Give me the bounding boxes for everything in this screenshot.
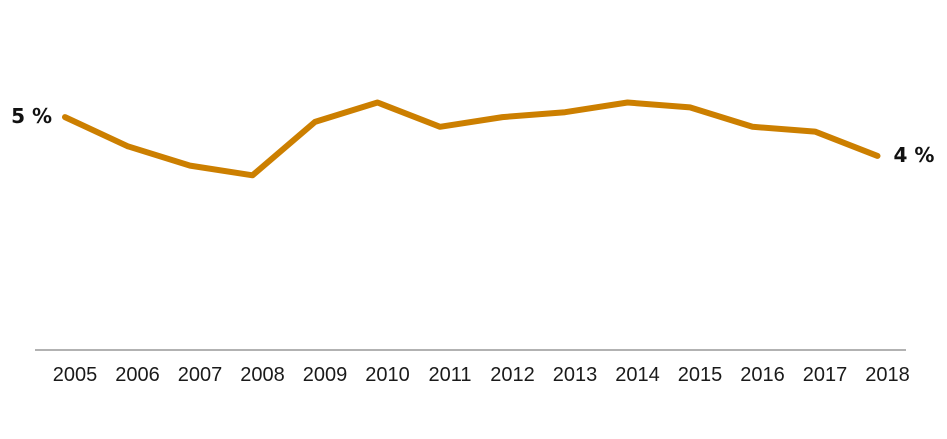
x-tick-label-2018: 2018 (865, 364, 910, 386)
data-point-2013 (562, 109, 568, 115)
data-point-2012 (500, 114, 505, 120)
data-point-2006 (125, 143, 130, 149)
x-tick-label-2013: 2013 (553, 364, 598, 386)
data-point-2016 (750, 124, 755, 130)
data-point-2010 (375, 100, 380, 105)
data-point-2008 (250, 172, 255, 178)
data-point-2014 (625, 100, 630, 105)
x-tick-label-2017: 2017 (803, 364, 848, 386)
x-tick-label-2012: 2012 (490, 364, 535, 386)
x-tick-label-2010: 2010 (365, 364, 410, 386)
data-point-2018 (875, 153, 880, 159)
x-tick-label-2006: 2006 (115, 364, 160, 386)
x-tick-labels: 2005 2006 2007 2008 2009 2010 2011 2012 2013 2014… (53, 364, 910, 386)
series-line-0 (62, 99, 881, 179)
x-tick-label-2008: 2008 (240, 364, 285, 386)
data-labels: 5 % 4 % (11, 104, 934, 167)
x-tick-label-2016: 2016 (740, 364, 785, 386)
x-tick-label-2005: 2005 (53, 364, 98, 386)
data-point-2011 (437, 124, 443, 130)
x-tick-label-2007: 2007 (178, 364, 223, 386)
data-label-2018: 4 % (894, 143, 935, 167)
data-point-2017 (812, 129, 818, 135)
x-tick-label-2011: 2011 (428, 364, 471, 386)
x-tick-label-2015: 2015 (678, 364, 723, 386)
x-tick-label-2014: 2014 (615, 364, 660, 386)
x-tick-label-2009: 2009 (303, 364, 348, 386)
data-label-2005: 5 % (11, 104, 52, 128)
data-point-2005 (62, 114, 68, 120)
data-point-2015 (687, 104, 693, 110)
data-point-2007 (187, 163, 193, 169)
data-point-2009 (312, 119, 318, 125)
series-layer (62, 99, 881, 179)
